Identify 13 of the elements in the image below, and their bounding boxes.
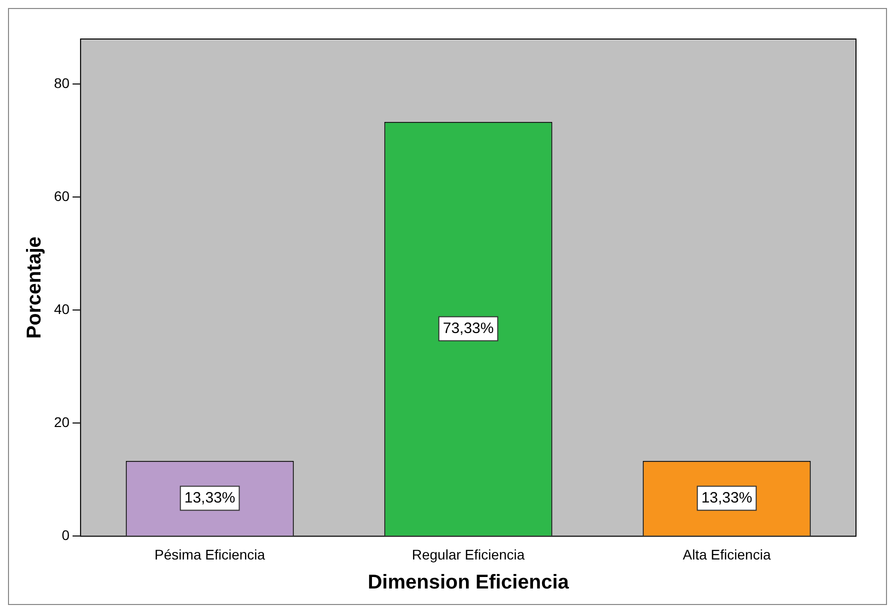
y-tick-label: 40 [54,301,70,318]
data-label: 73,33% [442,320,494,337]
x-tick-label: Regular Eficiencia [412,546,525,562]
y-axis-title: Porcentaje [24,236,46,339]
y-tick-label: 20 [54,414,70,430]
x-axis-title: Dimension Eficiencia [368,572,570,594]
y-tick-label: 60 [54,188,70,204]
x-tick-label: Alta Eficiencia [682,546,771,562]
y-tick-label: 80 [54,75,70,92]
x-tick-label: Pésima Eficiencia [154,546,266,562]
data-label: 13,33% [184,489,236,506]
data-label: 13,33% [701,489,752,506]
y-tick-label: 0 [62,527,70,544]
